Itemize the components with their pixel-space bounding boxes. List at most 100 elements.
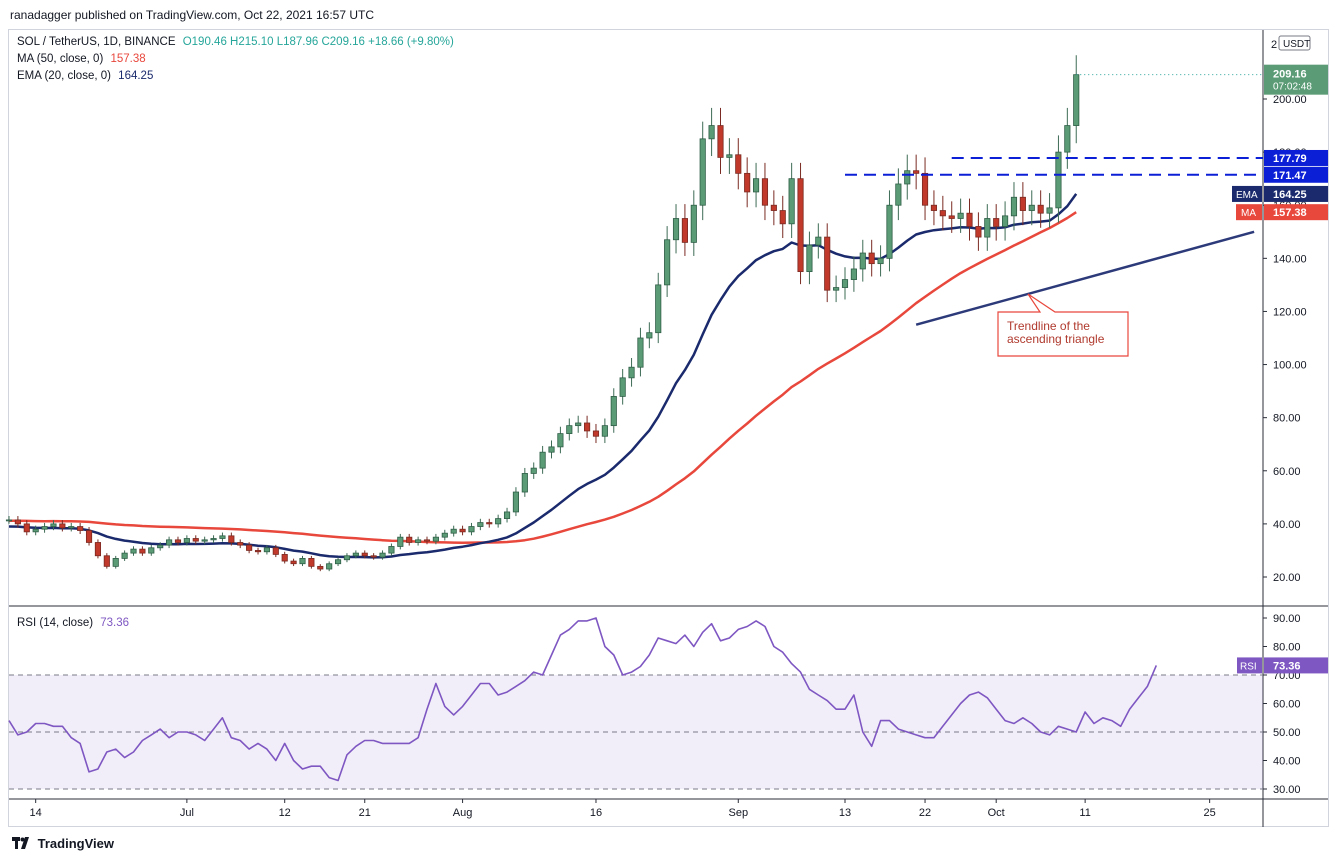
candle-up[interactable]	[610, 396, 617, 427]
candle-up[interactable]	[166, 539, 173, 546]
rsi-legend[interactable]: RSI (14, close) 73.36	[17, 617, 133, 629]
candle-up[interactable]	[1010, 196, 1018, 217]
candle-up[interactable]	[343, 555, 351, 561]
candle-down[interactable]	[14, 519, 21, 525]
candle-up[interactable]	[148, 547, 155, 554]
candle-up[interactable]	[201, 539, 208, 542]
candle-up[interactable]	[699, 138, 706, 206]
candle-up[interactable]	[121, 552, 128, 559]
candle-up[interactable]	[183, 538, 190, 543]
candle-up[interactable]	[548, 446, 555, 453]
candle-down[interactable]	[744, 172, 751, 193]
candle-up[interactable]	[415, 539, 422, 543]
ascending-trendline[interactable]	[915, 230, 1255, 326]
candle-up[interactable]	[468, 526, 475, 533]
candle-down[interactable]	[761, 178, 769, 206]
candle-down[interactable]	[779, 210, 786, 225]
rsi-line[interactable]	[8, 617, 1158, 782]
candle-up[interactable]	[886, 204, 893, 259]
candle-down[interactable]	[966, 212, 973, 227]
candle-up[interactable]	[877, 257, 884, 265]
candle-up[interactable]	[5, 519, 13, 522]
candle-down[interactable]	[913, 170, 920, 174]
candle-up[interactable]	[557, 433, 564, 448]
candle-up[interactable]	[957, 212, 964, 219]
candle-up[interactable]	[575, 422, 582, 427]
candle-up[interactable]	[806, 244, 813, 273]
ema-legend[interactable]: EMA (20, close, 0) 164.25	[17, 70, 157, 82]
candle-down[interactable]	[993, 218, 1000, 227]
candle-down[interactable]	[770, 204, 777, 211]
candle-up[interactable]	[708, 125, 715, 140]
candle-up[interactable]	[646, 332, 653, 339]
candle-up[interactable]	[895, 183, 902, 206]
candle-up[interactable]	[628, 366, 635, 379]
candle-down[interactable]	[423, 539, 431, 542]
candle-up[interactable]	[130, 548, 137, 554]
candle-up[interactable]	[263, 547, 270, 553]
candle-down[interactable]	[459, 528, 466, 533]
candle-down[interactable]	[797, 178, 804, 273]
candle-up[interactable]	[32, 528, 39, 533]
candle-down[interactable]	[868, 252, 875, 265]
candle-down[interactable]	[237, 542, 244, 546]
candle-down[interactable]	[228, 535, 235, 543]
candle-up[interactable]	[859, 252, 866, 270]
candle-up[interactable]	[112, 558, 119, 567]
candle-down[interactable]	[103, 555, 110, 567]
candle-up[interactable]	[1073, 74, 1080, 126]
ema20-line[interactable]	[8, 193, 1078, 559]
candle-up[interactable]	[841, 279, 849, 288]
candle-up[interactable]	[495, 518, 502, 525]
candle-down[interactable]	[317, 565, 324, 570]
candle-down[interactable]	[361, 552, 368, 557]
candle-up[interactable]	[503, 511, 511, 519]
candle-down[interactable]	[584, 422, 591, 432]
candle-up[interactable]	[334, 559, 342, 565]
candle-up[interactable]	[299, 558, 306, 565]
annotation-callout-box[interactable]	[997, 293, 1129, 357]
candle-down[interactable]	[290, 560, 297, 565]
candle-up[interactable]	[41, 526, 48, 530]
candle-up[interactable]	[326, 563, 333, 570]
candle-up[interactable]	[441, 532, 448, 538]
candle-down[interactable]	[939, 210, 946, 217]
candle-up[interactable]	[672, 218, 680, 241]
candle-up[interactable]	[539, 451, 546, 469]
candle-up[interactable]	[210, 538, 217, 541]
candle-down[interactable]	[370, 555, 377, 558]
candle-down[interactable]	[272, 547, 279, 555]
candle-up[interactable]	[637, 337, 644, 368]
candle-up[interactable]	[788, 178, 795, 225]
candle-up[interactable]	[388, 546, 395, 554]
candle-down[interactable]	[824, 236, 831, 291]
candle-up[interactable]	[68, 526, 75, 529]
candle-up[interactable]	[530, 467, 537, 474]
candle-up[interactable]	[984, 218, 991, 238]
candle-up[interactable]	[850, 268, 857, 280]
candle-up[interactable]	[664, 239, 671, 286]
candle-down[interactable]	[486, 522, 493, 525]
candle-up[interactable]	[1002, 215, 1009, 227]
candle-down[interactable]	[254, 550, 262, 553]
candle-up[interactable]	[157, 544, 164, 549]
candle-down[interactable]	[930, 204, 938, 211]
candle-down[interactable]	[735, 154, 742, 174]
candle-up[interactable]	[833, 287, 840, 291]
candle-down[interactable]	[921, 172, 929, 206]
candle-down[interactable]	[174, 539, 182, 543]
candle-down[interactable]	[192, 538, 199, 542]
candle-down[interactable]	[1019, 196, 1026, 211]
candle-up[interactable]	[1055, 151, 1062, 209]
candle-up[interactable]	[690, 204, 697, 243]
candle-up[interactable]	[477, 522, 484, 527]
candle-down[interactable]	[975, 226, 982, 238]
candle-down[interactable]	[592, 430, 600, 437]
ma-legend[interactable]: MA (50, close, 0) 157.38	[17, 53, 150, 65]
ma50-line[interactable]	[9, 211, 1077, 545]
candle-up[interactable]	[601, 425, 608, 437]
candle-down[interactable]	[246, 544, 253, 551]
candle-up[interactable]	[521, 473, 528, 493]
candle-up[interactable]	[566, 425, 573, 434]
